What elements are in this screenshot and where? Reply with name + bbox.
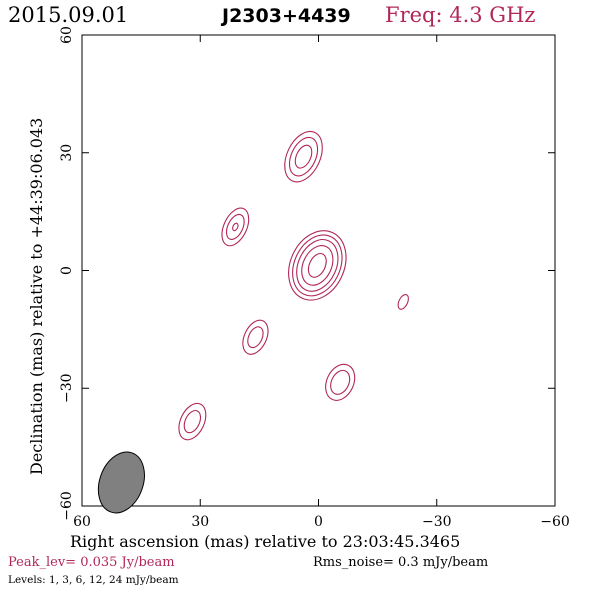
y-tick-label: −30 (59, 373, 75, 403)
contour-east-spot-level-1 (397, 294, 409, 310)
contour-core-level-2 (292, 234, 343, 297)
x-tick-label: 0 (314, 514, 323, 530)
contour-north-level-3 (294, 144, 313, 169)
contour-core-level-4 (301, 245, 334, 286)
contour-lower-right-level-2 (330, 369, 351, 395)
observation-date: 2015.09.01 (8, 3, 128, 27)
y-tick-label: 30 (59, 144, 75, 162)
contour-upper-left-level-2 (225, 213, 245, 240)
contour-north-level-2 (288, 136, 319, 177)
contour-lower-left-level-1 (178, 402, 207, 441)
y-tick-labels: −60 −30 0 30 60 (59, 26, 75, 521)
x-tick-label: 60 (73, 514, 91, 530)
source-name: J2303+4439 (220, 5, 351, 27)
contour-north-level-1 (284, 130, 323, 183)
contour-core-level-1 (288, 230, 347, 301)
contour-upper-left-level-1 (221, 207, 250, 247)
y-axis-label: Declination (mas) relative to +44:39:06.… (27, 118, 46, 475)
contour-lower-right-level-1 (325, 363, 356, 401)
x-tick-label: −30 (422, 514, 452, 530)
x-tick-label: −60 (540, 514, 570, 530)
contour-core-level-5 (307, 252, 327, 278)
contour-layer (178, 130, 409, 441)
contour-left-level-1 (242, 319, 269, 355)
x-axis-label: Right ascension (mas) relative to 23:03:… (70, 532, 460, 551)
rms-noise: Rms_noise= 0.3 mJy/beam (313, 555, 488, 570)
contour-lower-left-level-2 (183, 409, 202, 434)
y-tick-label: 0 (59, 266, 75, 275)
x-tick-labels: 60 30 0 −30 −60 (73, 514, 570, 530)
contour-upper-left-level-3 (232, 222, 239, 232)
beam-ellipse (97, 451, 145, 514)
y-tick-label: 60 (59, 26, 75, 44)
axis-ticks (81, 34, 556, 507)
contour-core-level-3 (296, 239, 339, 292)
x-tick-label: 30 (191, 514, 209, 530)
peak-level: Peak_lev= 0.035 Jy/beam (8, 555, 175, 570)
plot-frame (81, 34, 556, 507)
frequency-label: Freq: 4.3 GHz (385, 3, 535, 27)
contour-levels: Levels: 1, 3, 6, 12, 24 mJy/beam (8, 574, 179, 586)
y-tick-label: −60 (59, 491, 75, 521)
beam-layer (97, 451, 145, 514)
contour-left-level-2 (247, 326, 264, 349)
